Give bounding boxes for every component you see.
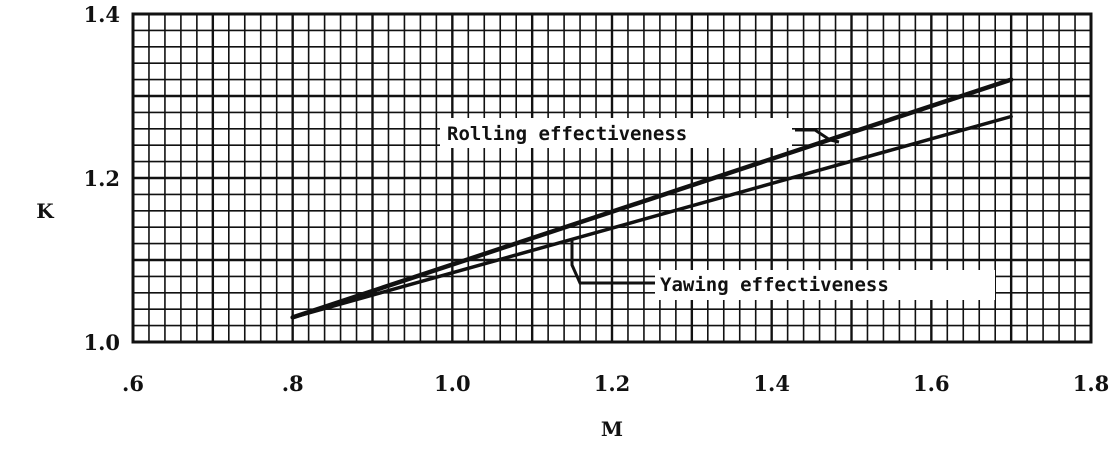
y-tick-label: 1.4 (83, 2, 120, 27)
x-tick-label: 1.6 (913, 371, 950, 396)
yawing-leader-line (570, 240, 655, 285)
rolling-leader-line (795, 128, 840, 144)
yawing-annotation: Yawing effectiveness (660, 274, 889, 296)
rolling-annotation: Rolling effectiveness (447, 123, 687, 145)
x-tick-label: 1.0 (434, 371, 471, 396)
series-group (290, 77, 1014, 320)
yawing-annotation-box (655, 270, 995, 300)
x-tick-label: .6 (122, 371, 144, 396)
y-tick-labels: 1.0 1.2 1.4 (83, 2, 120, 355)
x-tick-label: 1.4 (753, 371, 790, 396)
x-axis-label: M (601, 417, 623, 441)
x-tick-label: 1.8 (1073, 371, 1109, 396)
y-tick-label: 1.0 (83, 330, 120, 355)
rolling-annotation-box (440, 118, 792, 148)
y-axis-label: K (36, 199, 54, 223)
x-tick-labels: .6 .8 1.0 1.2 1.4 1.6 1.8 (122, 371, 1109, 396)
plot-frame (131, 12, 1093, 344)
x-tick-label: .8 (282, 371, 304, 396)
annotation-group: Rolling effectiveness Yawing effectivene… (440, 118, 995, 300)
y-tick-label: 1.2 (83, 166, 120, 191)
x-tick-label: 1.2 (594, 371, 631, 396)
rolling-effectiveness-line (290, 77, 1014, 320)
yawing-effectiveness-line (290, 114, 1013, 320)
